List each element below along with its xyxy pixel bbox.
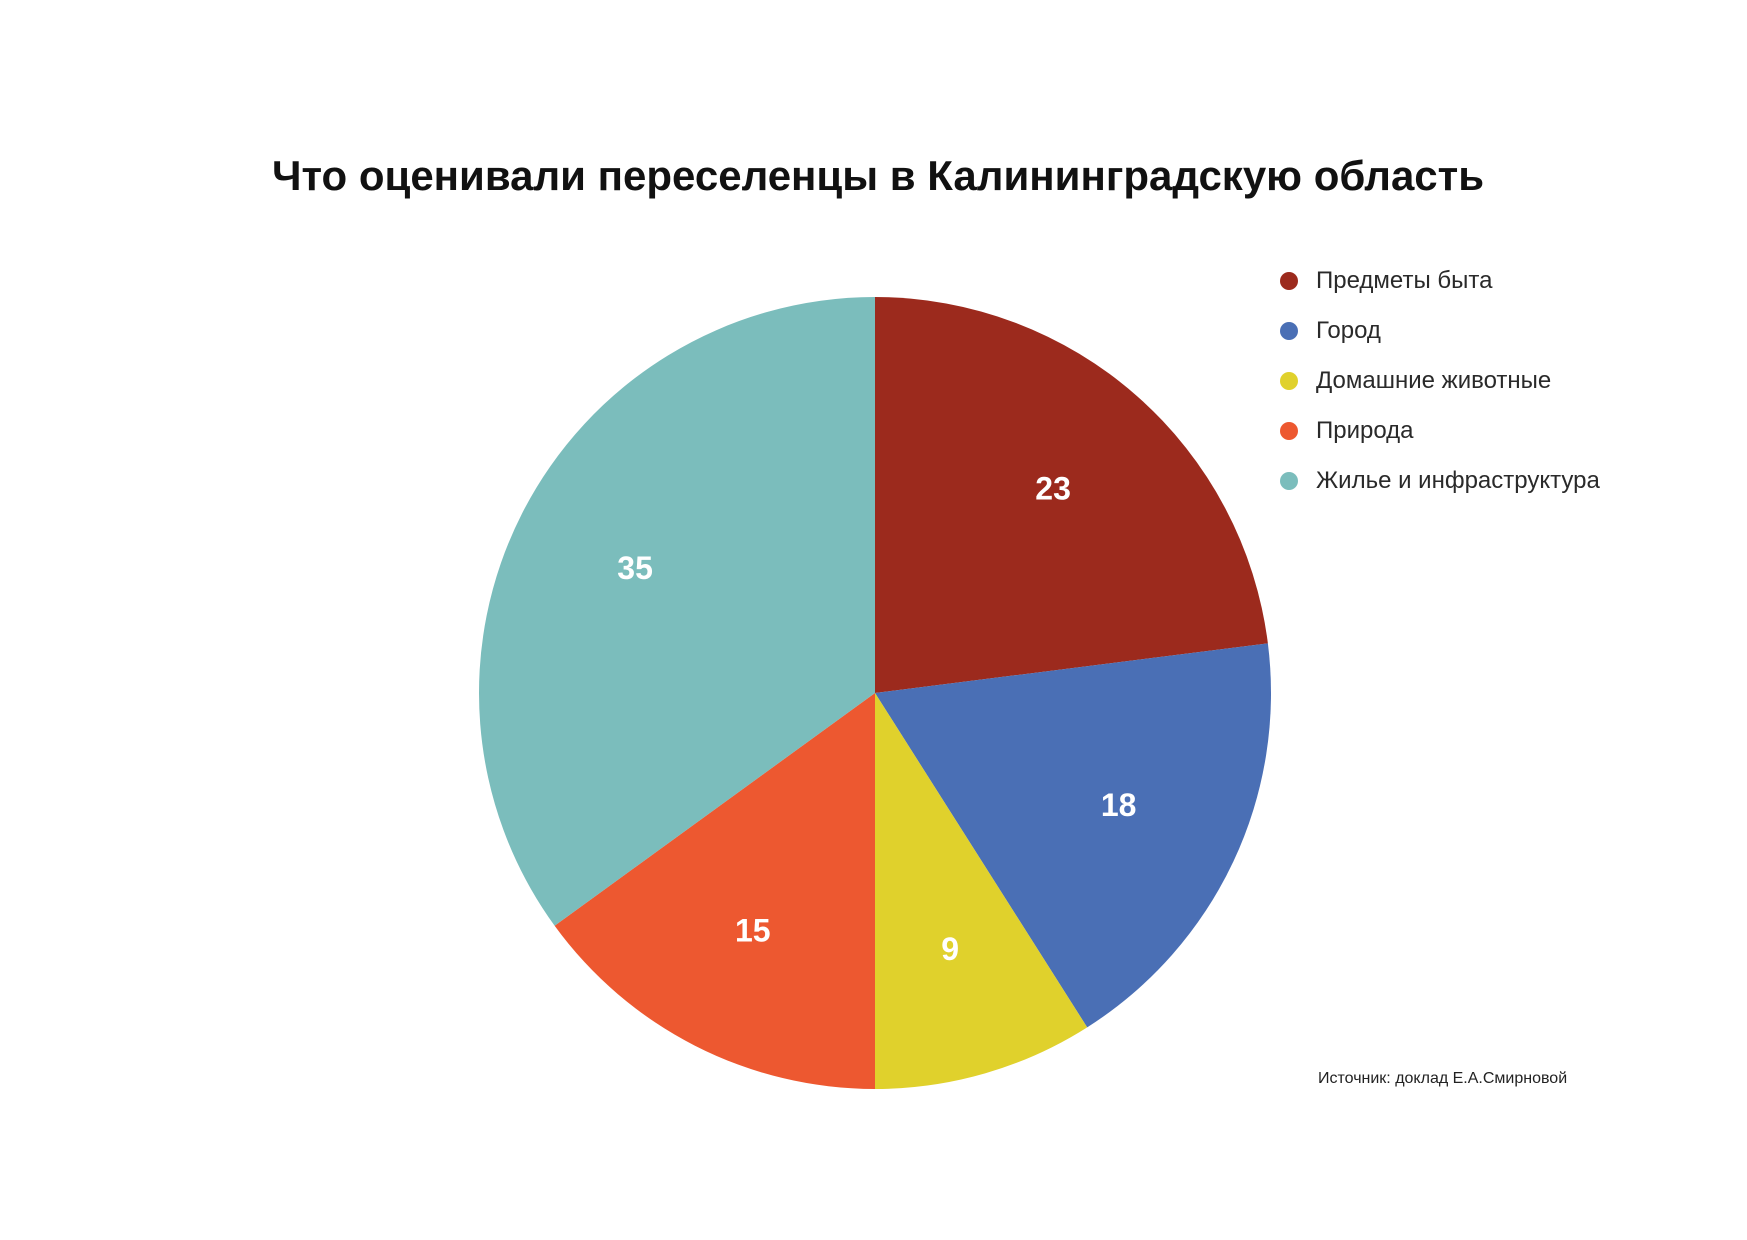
source-note: Источник: доклад Е.А.Смирновой	[1318, 1070, 1568, 1087]
pie-slice-5	[479, 297, 875, 926]
chart-title: Что оценивали переселенцы в Калининградс…	[272, 152, 1485, 199]
pie-slice-4	[554, 693, 875, 1089]
legend-marker-icon	[1280, 272, 1298, 290]
slice-value-label-3: 9	[941, 931, 959, 967]
legend-marker-icon	[1280, 422, 1298, 440]
legend-label: Предметы быта	[1316, 267, 1493, 294]
legend-item-2: Город	[1280, 306, 1600, 356]
legend-label: Жилье и инфраструктура	[1316, 467, 1600, 494]
legend-item-1: Предметы быта	[1280, 256, 1600, 306]
pie-slice-3	[875, 693, 1088, 1089]
slice-value-label-2: 18	[1101, 787, 1137, 823]
chart-legend: Предметы быта Город Домашние животные Приро…	[1280, 256, 1600, 506]
legend-marker-icon	[1280, 472, 1298, 490]
legend-label: Город	[1316, 317, 1381, 344]
legend-item-4: Природа	[1280, 406, 1600, 456]
pie-slice-1	[875, 297, 1268, 693]
slice-value-label-1: 23	[1035, 470, 1071, 506]
legend-marker-icon	[1280, 372, 1298, 390]
legend-label: Природа	[1316, 417, 1414, 444]
legend-marker-icon	[1280, 322, 1298, 340]
legend-item-3: Домашние животные	[1280, 356, 1600, 406]
slice-value-label-4: 15	[735, 912, 771, 948]
pie-value-labels: 23 18 9 15 35	[617, 470, 1136, 967]
legend-label: Домашние животные	[1316, 367, 1552, 394]
slice-value-label-5: 35	[617, 550, 653, 586]
legend-item-5: Жилье и инфраструктура	[1280, 456, 1600, 506]
pie-slice-2	[875, 643, 1271, 1028]
pie-slices	[479, 297, 1271, 1089]
